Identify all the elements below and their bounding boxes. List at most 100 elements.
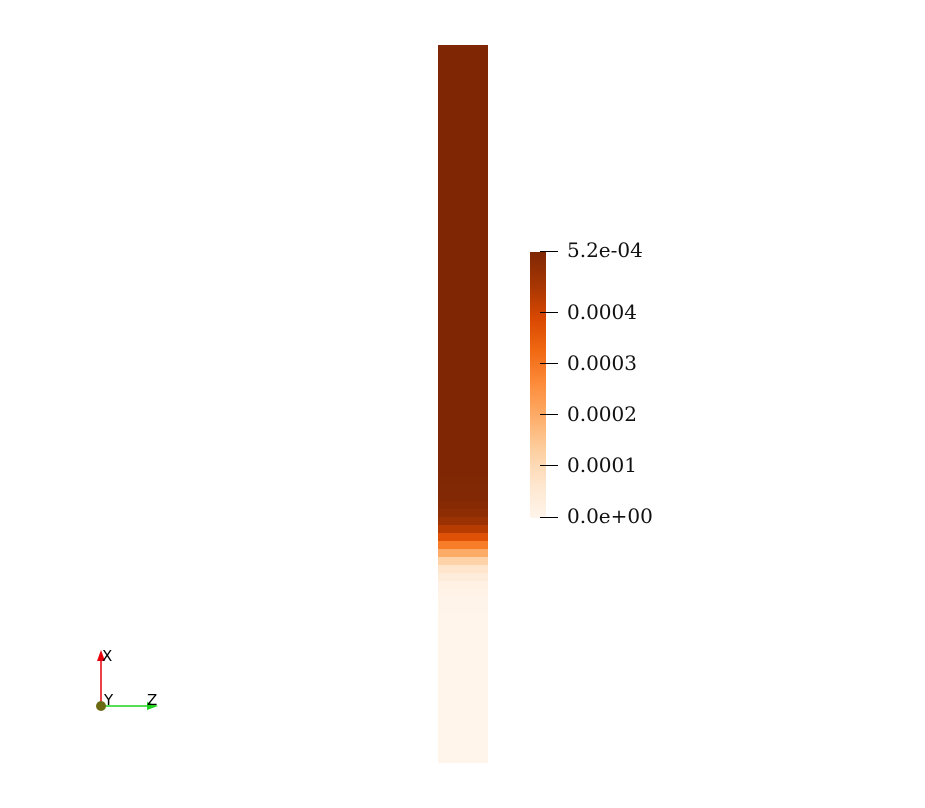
column-cell-band (438, 213, 488, 221)
column-cell-band (438, 397, 488, 405)
column-cell-band (438, 437, 488, 445)
z-axis-label: Z (147, 691, 158, 709)
column-cell-band (438, 557, 488, 565)
column-cell-band (438, 301, 488, 309)
column-cell-band (438, 205, 488, 213)
orientation-axes-graphic (96, 650, 158, 711)
column-cell-band (438, 197, 488, 205)
x-axis-arrow (97, 650, 105, 661)
column-cell-band (438, 525, 488, 533)
column-cell-band (438, 701, 488, 709)
column-cell-band (438, 221, 488, 229)
column-cell-band (438, 45, 488, 53)
column-cell-band (438, 509, 488, 517)
column-cell-band (438, 589, 488, 597)
column-cell-band (438, 629, 488, 637)
column-cell-band (438, 61, 488, 69)
column-cell-band (438, 317, 488, 325)
column-cell-band (438, 453, 488, 461)
column-cell-band (438, 269, 488, 277)
z-axis-arrow (147, 702, 158, 710)
scalar-bar-label: 0.0001 (567, 453, 637, 477)
column-cell-band (438, 637, 488, 645)
column-cell-band (438, 69, 488, 77)
column-cell-band (438, 469, 488, 477)
y-axis-label: Y (104, 691, 114, 709)
column-cell-band (438, 349, 488, 357)
column-cell-band (438, 405, 488, 413)
scalar-bar (530, 252, 546, 518)
column-cell-band (438, 533, 488, 541)
scalar-bar-min-label: 0.0e+00 (567, 504, 653, 528)
column-cell-band (438, 757, 488, 763)
column-cell-band (438, 365, 488, 373)
column-cell-band (438, 717, 488, 725)
scalar-bar-label: 0.0004 (567, 300, 637, 324)
column-cell-band (438, 101, 488, 109)
column-cell-band (438, 725, 488, 733)
column-cell-band (438, 517, 488, 525)
column-cell-band (438, 253, 488, 261)
column-cell-band (438, 573, 488, 581)
column-cell-band (438, 381, 488, 389)
column-cell-band (438, 669, 488, 677)
column-cell-band (438, 429, 488, 437)
scalar-bar-max-label: 5.2e-04 (567, 238, 643, 262)
column-cell-band (438, 541, 488, 549)
column-cell-band (438, 181, 488, 189)
column-cell-band (438, 741, 488, 749)
column-cell-band (438, 477, 488, 485)
column-cell-band (438, 189, 488, 197)
column-cell-band (438, 333, 488, 341)
x-axis-label: X (102, 647, 113, 665)
column-cell-band (438, 485, 488, 493)
column-cell-band (438, 413, 488, 421)
column-cell-band (438, 229, 488, 237)
scalar-bar-label: 0.0003 (567, 351, 637, 375)
column-cell-band (438, 621, 488, 629)
column-cell-band (438, 285, 488, 293)
column-cell-band (438, 277, 488, 285)
column-cell-band (438, 357, 488, 365)
column-cell-band (438, 445, 488, 453)
scalar-bar-tick (540, 251, 558, 252)
column-cell-band (438, 565, 488, 573)
column-cell-band (438, 141, 488, 149)
column-cell-band (438, 309, 488, 317)
column-cell-band (438, 373, 488, 381)
column-cell-band (438, 325, 488, 333)
column-cell-band (438, 501, 488, 509)
column-cell-band (438, 149, 488, 157)
scalar-bar-tick (540, 414, 558, 415)
column-cell-band (438, 77, 488, 85)
scalar-bar-tick (540, 312, 558, 313)
column-cell-band (438, 93, 488, 101)
column-cell-band (438, 293, 488, 301)
column-cell-band (438, 645, 488, 653)
y-axis-dot (96, 701, 106, 711)
scalar-bar-tick (540, 465, 558, 466)
column-cell-band (438, 581, 488, 589)
column-cell-band (438, 85, 488, 93)
column-cell-band (438, 677, 488, 685)
column-cell-band (438, 421, 488, 429)
column-cell-band (438, 709, 488, 717)
column-cell-band (438, 117, 488, 125)
column-cell-band (438, 685, 488, 693)
scalar-bar-tick (540, 363, 558, 364)
column-cell-band (438, 733, 488, 741)
column-cell-band (438, 341, 488, 349)
column-cell-band (438, 133, 488, 141)
column-cell-band (438, 109, 488, 117)
column-cell-band (438, 493, 488, 501)
column-cell-band (438, 389, 488, 397)
column-cell-band (438, 245, 488, 253)
column-mesh (438, 45, 488, 763)
column-cell-band (438, 693, 488, 701)
column-cell-band (438, 613, 488, 621)
column-cell-band (438, 549, 488, 557)
column-cell-band (438, 173, 488, 181)
orientation-axes: X Y Z (80, 640, 180, 730)
scalar-bar-label: 0.0002 (567, 402, 637, 426)
